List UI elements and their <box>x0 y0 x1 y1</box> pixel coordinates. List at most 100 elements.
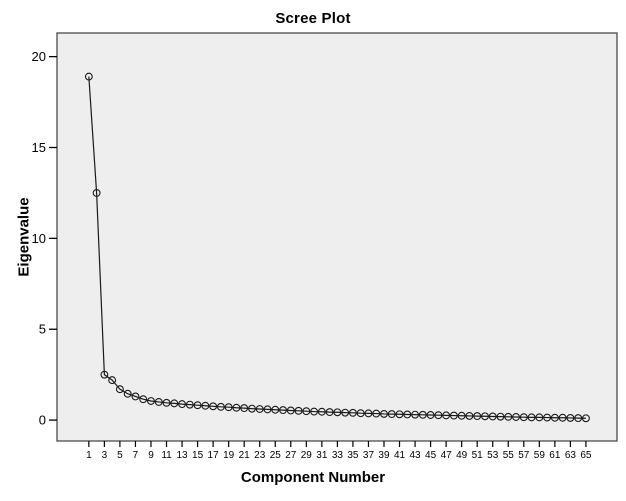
x-tick-label: 43 <box>409 450 421 461</box>
data-point-marker <box>356 409 365 418</box>
data-point-marker <box>395 410 404 419</box>
x-tick-label: 45 <box>425 450 437 461</box>
data-point-marker <box>232 403 241 412</box>
data-point-marker <box>403 410 412 419</box>
x-tick-label: 1 <box>86 450 92 461</box>
data-point-marker <box>84 72 93 81</box>
data-point-marker <box>481 412 489 421</box>
data-point-marker <box>426 411 435 419</box>
data-point-marker <box>473 412 482 421</box>
data-point-marker <box>317 407 326 416</box>
data-point-marker <box>364 409 373 418</box>
x-tick-label: 25 <box>270 450 282 461</box>
y-axis-label: Eigenvalue <box>15 197 33 277</box>
data-point-marker <box>154 397 163 406</box>
data-point-marker <box>162 398 171 407</box>
data-point-marker <box>286 406 295 415</box>
data-point-marker <box>341 408 350 417</box>
data-point-marker <box>201 401 210 410</box>
data-point-marker <box>535 413 544 422</box>
x-tick-label: 39 <box>378 450 390 461</box>
x-tick-label: 49 <box>456 450 468 461</box>
x-tick-label: 51 <box>472 450 484 461</box>
x-tick-label: 37 <box>363 450 375 461</box>
y-tick-label: 20 <box>32 49 46 64</box>
x-tick-label: 9 <box>148 450 154 461</box>
x-tick-label: 21 <box>239 450 251 461</box>
x-tick-label: 63 <box>565 450 577 461</box>
data-point-marker <box>581 414 590 423</box>
data-point-marker <box>519 413 528 422</box>
data-point-marker <box>147 397 155 405</box>
data-point-marker <box>170 399 179 408</box>
data-point-marker <box>333 408 342 417</box>
data-point-marker <box>465 411 474 420</box>
data-point-marker <box>279 406 287 415</box>
data-point-marker <box>558 413 567 422</box>
data-point-marker <box>123 389 132 398</box>
x-axis-label: Component Number <box>240 469 386 486</box>
y-tick-label: 10 <box>32 231 46 246</box>
x-tick-label: 55 <box>503 450 515 461</box>
data-point-marker <box>193 401 202 410</box>
data-point-marker <box>488 412 497 421</box>
data-point-marker <box>185 400 194 409</box>
data-point-marker <box>574 414 583 423</box>
data-point-marker <box>449 411 458 420</box>
x-tick-label: 11 <box>161 450 172 461</box>
plot-frame <box>56 32 618 442</box>
data-point-marker <box>442 411 451 420</box>
data-point-marker <box>302 407 311 416</box>
x-tick-label: 35 <box>347 450 359 461</box>
data-point-marker <box>387 410 396 419</box>
data-point-marker <box>209 402 218 411</box>
x-tick-label: 23 <box>254 450 266 461</box>
data-point-marker <box>216 402 225 411</box>
data-point-marker <box>457 411 466 420</box>
data-point-marker <box>108 376 117 385</box>
x-tick-label: 33 <box>332 450 344 461</box>
x-tick-label: 57 <box>518 450 530 461</box>
chart-title: Scree Plot <box>275 10 351 27</box>
x-tick-label: 29 <box>301 450 313 461</box>
data-point-marker <box>380 409 388 418</box>
data-point-marker <box>271 405 280 414</box>
data-point-marker <box>100 370 109 379</box>
scree-line <box>88 76 586 419</box>
x-tick-label: 59 <box>534 450 546 461</box>
data-point-marker <box>139 395 148 404</box>
data-point-marker <box>325 408 334 417</box>
x-tick-label: 17 <box>208 450 220 461</box>
x-tick-label: 3 <box>102 450 108 461</box>
x-tick-label: 15 <box>192 450 204 461</box>
data-point-marker <box>263 405 272 414</box>
x-tick-label: 31 <box>316 450 328 461</box>
data-point-marker <box>92 188 101 197</box>
data-point-marker <box>310 407 319 416</box>
data-point-marker <box>418 410 427 419</box>
data-point-marker <box>504 412 513 421</box>
data-point-marker <box>527 413 536 422</box>
data-point-marker <box>115 385 124 394</box>
x-tick-label: 61 <box>549 450 561 461</box>
data-point-marker <box>411 410 420 419</box>
x-tick-label: 65 <box>580 450 592 461</box>
data-point-marker <box>434 411 443 420</box>
x-tick-label: 19 <box>223 450 235 461</box>
x-tick-label: 41 <box>394 450 406 461</box>
y-tick-label: 5 <box>39 322 46 337</box>
data-point-marker <box>512 413 520 421</box>
data-point-marker <box>566 413 575 422</box>
data-point-marker <box>294 406 303 415</box>
y-tick-label: 0 <box>39 413 46 428</box>
data-point-marker <box>178 400 186 409</box>
x-tick-label: 47 <box>441 450 453 461</box>
x-tick-label: 27 <box>285 450 297 461</box>
x-tick-label: 7 <box>133 450 139 461</box>
data-point-marker <box>372 409 381 418</box>
data-point-marker <box>224 403 233 412</box>
x-tick-label: 13 <box>176 450 188 461</box>
data-point-marker <box>496 412 505 421</box>
